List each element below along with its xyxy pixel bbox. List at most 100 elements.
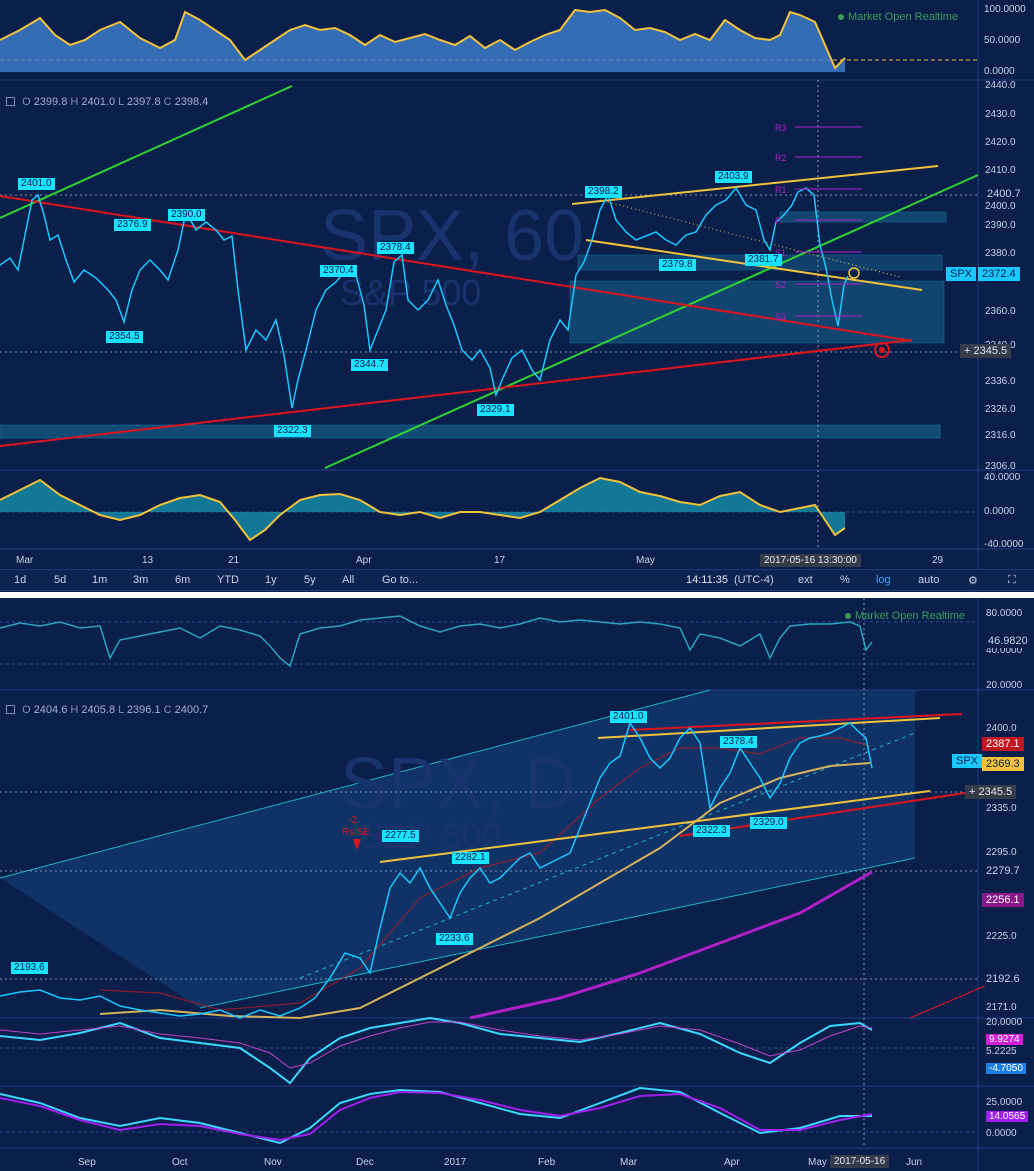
top-price-tick-2: 2420.0 bbox=[985, 137, 1016, 148]
fullscreen-icon[interactable]: ⛶ bbox=[1008, 574, 1016, 586]
top-x-tick-5: May bbox=[636, 555, 655, 566]
top-x-tick-4: 17 bbox=[494, 555, 506, 566]
macd-tick-1: 9.9274 bbox=[986, 1034, 1023, 1045]
bottom-price-tick-4: 2171.0 bbox=[986, 1002, 1017, 1013]
range-6m[interactable]: 6m bbox=[175, 574, 191, 586]
pivot-s2: S2 bbox=[775, 280, 786, 290]
bottom-symbol-tag: SPX bbox=[952, 754, 983, 768]
collapse-icon[interactable] bbox=[6, 705, 15, 714]
top-price-tick-11: 2326.0 bbox=[985, 404, 1016, 415]
bottom-watermark: SPX, D bbox=[340, 744, 576, 824]
time-range-toolbar: 1d 5d 1m 3m 6m YTD 1y 5y All Go to... 14… bbox=[0, 569, 1034, 591]
macd-tick-3: -4.7050 bbox=[986, 1063, 1026, 1074]
top-callout-1: 2390.0 bbox=[168, 209, 205, 221]
bottom-cross-price-tag: + 2345.5 bbox=[965, 785, 1017, 799]
bottom-callout-5: 2282.1 bbox=[452, 852, 489, 864]
pivot-levels: R3 R2 R1 P S1 S2 S3 bbox=[775, 123, 862, 322]
top-callout-10: 2379.8 bbox=[659, 259, 696, 271]
bottom-market-status: Market Open Realtime bbox=[845, 610, 965, 622]
top-callout-6: 2370.4 bbox=[320, 265, 357, 277]
range-5d[interactable]: 5d bbox=[54, 574, 67, 586]
bottom-chart[interactable]: SPX, D S&P 500 -2 RsiSE bbox=[0, 598, 1034, 1171]
macd-tick-2: 5.2225 bbox=[986, 1046, 1017, 1057]
rsi-tick-2: 20.0000 bbox=[986, 680, 1023, 691]
bottom-x-tick-9: Jun bbox=[906, 1157, 923, 1168]
top-chart[interactable]: SPX, 60 S&P 500 R3 R2 R1 P S1 S2 S3 bbox=[0, 0, 1034, 569]
bottom-crosshair-date: 2017-05-16 bbox=[830, 1155, 890, 1168]
rsi-tick-0: 80.0000 bbox=[986, 608, 1023, 619]
top-price-tick-12: 2316.0 bbox=[985, 430, 1016, 441]
top-price-tick-5: 2390.0 bbox=[985, 220, 1016, 231]
top-price-series bbox=[0, 186, 849, 409]
osc2-tick-0: 25.0000 bbox=[986, 1097, 1023, 1108]
bottom-oscillator-pane bbox=[0, 476, 978, 542]
top-osc-tick-2: 0.0000 bbox=[984, 66, 1015, 77]
range-all[interactable]: All bbox=[342, 574, 355, 586]
bottom-callout-2: 2322.3 bbox=[693, 825, 730, 837]
top-watermark: SPX, 60 bbox=[320, 196, 584, 276]
pivot-r3: R3 bbox=[775, 123, 787, 133]
log-toggle[interactable]: log bbox=[876, 574, 891, 586]
top-level-tag: 2400.7 bbox=[983, 187, 1025, 201]
alert-up-icon[interactable] bbox=[874, 342, 890, 358]
bottom-x-tick-7: Apr bbox=[724, 1157, 740, 1168]
pivot-p: P bbox=[775, 216, 781, 226]
top-price-tick-6: 2380.0 bbox=[985, 248, 1016, 259]
top-callout-3: 2354.5 bbox=[106, 331, 143, 343]
rsi-tick-1: 40.0000 bbox=[986, 645, 1023, 656]
tag-2279: 2279.7 bbox=[982, 864, 1024, 878]
top-x-tick-1: 13 bbox=[142, 555, 154, 566]
bottom-price-tick-2: 2295.0 bbox=[986, 847, 1017, 858]
range-ytd[interactable]: YTD bbox=[217, 574, 239, 586]
green-trendline-upper bbox=[0, 85, 293, 219]
bottom-red-tag: 2387.1 bbox=[982, 737, 1024, 751]
top-callout-4: 2322.3 bbox=[274, 425, 311, 437]
ext-toggle[interactable]: ext bbox=[798, 574, 813, 586]
top-x-tick-3: Apr bbox=[356, 555, 372, 566]
panel-divider bbox=[0, 592, 1034, 598]
bottom-x-tick-2: Nov bbox=[264, 1157, 282, 1168]
bottom-price-tick-1: 2335.0 bbox=[986, 803, 1017, 814]
top-crosshair-date: 2017-05-16 13:30:00 bbox=[760, 554, 861, 567]
top-price-tick-13: 2306.0 bbox=[985, 461, 1016, 472]
top-callout-7: 2344.7 bbox=[351, 359, 388, 371]
bottom-x-tick-3: Dec bbox=[356, 1157, 374, 1168]
support-zones bbox=[0, 211, 947, 439]
range-3m[interactable]: 3m bbox=[133, 574, 149, 586]
top-osc2-tick-1: 0.0000 bbox=[984, 506, 1015, 517]
range-1m[interactable]: 1m bbox=[92, 574, 108, 586]
yellow-channel-top bbox=[571, 165, 939, 205]
ma-yellow bbox=[99, 762, 871, 1020]
macd-tick-0: 20.0000 bbox=[986, 1017, 1023, 1028]
settings-gear-icon[interactable]: ⚙ bbox=[968, 575, 978, 587]
bottom-x-tick-1: Oct bbox=[172, 1157, 188, 1168]
top-price-tick-4: 2400.0 bbox=[985, 201, 1016, 212]
percent-toggle[interactable]: % bbox=[840, 574, 850, 586]
alert-marker-icon[interactable] bbox=[848, 267, 860, 279]
top-osc-tick-0: 100.0000 bbox=[984, 4, 1026, 15]
bottom-x-tick-4: 2017 bbox=[444, 1157, 467, 1168]
pivot-s3: S3 bbox=[775, 312, 786, 322]
top-price-tick-0: 2440.0 bbox=[985, 80, 1016, 91]
goto-button[interactable]: Go to... bbox=[382, 574, 419, 586]
top-price-tick-3: 2410.0 bbox=[985, 165, 1016, 176]
bottom-ohlc: O 2404.6 H 2405.8 L 2396.1 C 2400.7 bbox=[6, 704, 208, 716]
top-x-tick-2: 21 bbox=[228, 555, 240, 566]
top-callout-2: 2376.9 bbox=[114, 219, 151, 231]
collapse-icon[interactable] bbox=[6, 97, 15, 106]
range-1y[interactable]: 1y bbox=[265, 574, 277, 586]
auto-toggle[interactable]: auto bbox=[918, 574, 940, 586]
top-ohlc: O 2399.8 H 2401.0 L 2397.8 C 2398.4 bbox=[6, 96, 208, 108]
bottom-callout-6: 2233.6 bbox=[436, 933, 473, 945]
range-5y[interactable]: 5y bbox=[304, 574, 316, 586]
rsise-label-1: -2 bbox=[348, 815, 357, 826]
bottom-x-tick-6: Mar bbox=[620, 1157, 638, 1168]
top-callout-5: 2378.4 bbox=[377, 242, 414, 254]
bottom-last-price: 2369.3 bbox=[982, 757, 1024, 771]
bottom-callout-0: 2401.0 bbox=[610, 711, 647, 723]
timezone[interactable]: (UTC-4) bbox=[734, 574, 774, 586]
top-oscillator-pane bbox=[0, 8, 978, 72]
regression-channel bbox=[0, 690, 915, 1008]
bottom-x-tick-8: May bbox=[808, 1157, 827, 1168]
range-1d[interactable]: 1d bbox=[14, 574, 27, 586]
